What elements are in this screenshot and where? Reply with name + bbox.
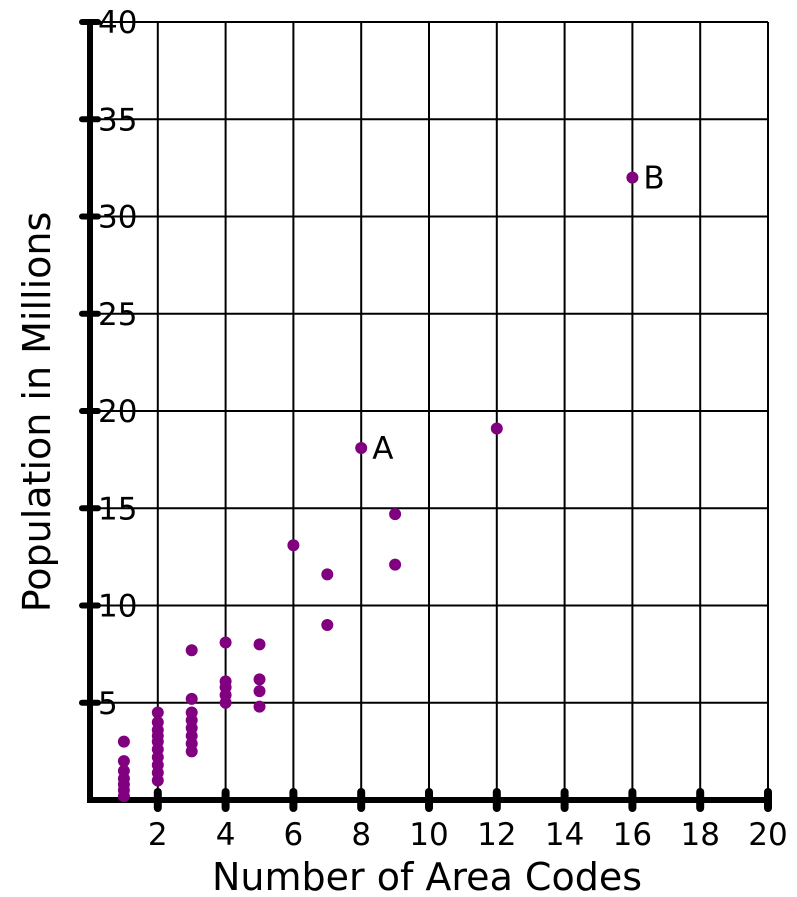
labels: AB xyxy=(372,161,664,467)
y-tick-label: 25 xyxy=(98,297,137,333)
x-tick-label: 16 xyxy=(613,817,652,853)
data-point xyxy=(185,644,198,657)
data-point xyxy=(490,422,503,435)
data-point xyxy=(355,441,368,454)
y-tick-label: 20 xyxy=(98,394,137,430)
data-point xyxy=(253,638,266,651)
y-axis-title: Population in Millions xyxy=(15,212,59,613)
x-tick-label: 8 xyxy=(351,817,371,853)
y-tick-label: 40 xyxy=(98,5,137,41)
y-tick-label: 30 xyxy=(98,200,137,236)
x-tick-label: 4 xyxy=(216,817,236,853)
x-tick-label: 12 xyxy=(477,817,516,853)
y-tick-label: 5 xyxy=(98,686,118,722)
x-tick-label: 20 xyxy=(748,817,787,853)
data-point xyxy=(117,755,130,768)
x-tick-label: 10 xyxy=(409,817,448,853)
data-point xyxy=(321,618,334,631)
data-point xyxy=(287,539,300,552)
ticks: 2 4 6 8 10 12 14 16 18 20 5 10 15 20 25 30 35 40 xyxy=(79,5,788,853)
data-point xyxy=(389,558,402,571)
data-points xyxy=(117,171,639,803)
data-point xyxy=(626,171,639,184)
x-axis-title: Number of Area Codes xyxy=(212,855,642,897)
point-label: B xyxy=(643,161,664,197)
data-point xyxy=(117,764,130,777)
data-point xyxy=(151,706,164,719)
y-tick-label: 35 xyxy=(98,102,137,138)
data-point xyxy=(185,706,198,719)
x-tick-label: 2 xyxy=(148,817,168,853)
data-point xyxy=(321,568,334,581)
data-point xyxy=(219,675,232,688)
y-tick-label: 15 xyxy=(98,491,137,527)
y-tick-label: 10 xyxy=(98,589,137,625)
point-label: A xyxy=(372,431,393,467)
data-point xyxy=(117,735,130,748)
data-point xyxy=(253,685,266,698)
data-point xyxy=(219,636,232,649)
data-point xyxy=(151,716,164,729)
data-point xyxy=(185,692,198,705)
data-point xyxy=(253,673,266,686)
data-point xyxy=(389,508,402,521)
x-tick-label: 18 xyxy=(680,817,719,853)
data-point xyxy=(253,700,266,713)
x-tick-label: 6 xyxy=(284,817,304,853)
x-tick-label: 14 xyxy=(545,817,584,853)
grid xyxy=(90,21,769,800)
